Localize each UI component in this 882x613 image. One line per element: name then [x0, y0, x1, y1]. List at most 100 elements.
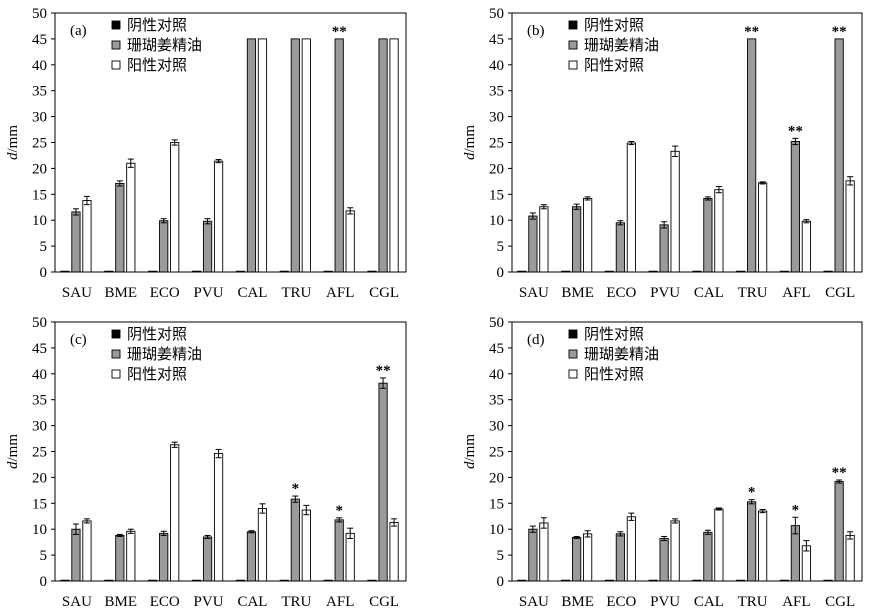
- x-tick-label: TRU: [281, 285, 311, 301]
- bar-essential-oil: [615, 222, 625, 273]
- y-tick-label: 45: [489, 32, 504, 48]
- bar-positive-control: [257, 508, 268, 582]
- x-tick-label: SAU: [519, 594, 549, 610]
- bar-positive-control: [126, 162, 136, 273]
- bar-essential-oil: [246, 531, 257, 582]
- y-tick-label: 5: [40, 548, 48, 564]
- legend-label: 阳性对照: [584, 57, 644, 74]
- y-axis-variable: d: [462, 461, 478, 469]
- bar-positive-control: [82, 200, 92, 273]
- chart-panel: 0 5 10 15 20 25 30 35 40 45 50 d/mm SAU BME ECO PVU CAL T…: [5, 6, 407, 301]
- plot-frame: [511, 321, 863, 582]
- legend-label: 珊瑚姜精油: [127, 346, 202, 363]
- bar-positive-control: [389, 38, 399, 273]
- y-tick-label: 40: [489, 58, 504, 74]
- significance-marker: **: [788, 123, 803, 139]
- bar-positive-control: [845, 180, 855, 273]
- legend-label: 珊瑚姜精油: [584, 346, 659, 363]
- x-tick-label: AFL: [782, 594, 810, 610]
- panel-label: (d): [527, 332, 545, 348]
- bar-essential-oil: [115, 182, 125, 273]
- legend-label: 阴性对照: [127, 17, 187, 34]
- x-tick-label: BME: [105, 594, 138, 610]
- x-tick-label: ECO: [606, 285, 636, 301]
- bar-positive-control: [213, 160, 224, 273]
- legend-swatch-positive-control: [568, 60, 578, 70]
- panel-label: (b): [527, 23, 545, 39]
- y-tick-label: 15: [489, 187, 504, 203]
- chart-panel: 0 5 10 15 20 25 30 35 40 45 50 d/mm SAU BME ECO PVU CAL *…: [462, 6, 863, 301]
- bar-essential-oil: [159, 532, 169, 582]
- bar-positive-control: [758, 510, 768, 582]
- legend-swatch-negative-control: [568, 329, 578, 339]
- bar-essential-oil: [378, 382, 388, 582]
- y-axis-title: d/mm: [5, 125, 21, 160]
- legend-label: 珊瑚姜精油: [127, 37, 202, 54]
- significance-marker: **: [832, 24, 847, 40]
- legend-label: 阴性对照: [127, 326, 187, 343]
- bar-essential-oil: [747, 501, 757, 582]
- y-tick-label: 45: [32, 341, 47, 357]
- y-axis-variable: d: [5, 461, 21, 469]
- chart-panel: 0 5 10 15 20 25 30 35 40 45 50 d/mm SAU BME ECO PVU CAL *…: [462, 315, 863, 610]
- y-tick-label: 15: [489, 496, 504, 512]
- y-tick-label: 30: [489, 110, 504, 126]
- bar-essential-oil: [71, 528, 81, 582]
- significance-marker: **: [376, 363, 391, 379]
- y-tick-label: 15: [32, 187, 47, 203]
- x-tick-label: PVU: [650, 594, 680, 610]
- plot-frame: [511, 12, 863, 273]
- bar-positive-control: [626, 516, 636, 582]
- y-tick-label: 45: [32, 32, 47, 48]
- x-tick-label: AFL: [326, 594, 354, 610]
- bar-positive-control: [389, 522, 399, 582]
- y-tick-label: 35: [32, 84, 47, 100]
- legend-label: 阴性对照: [584, 17, 644, 34]
- legend-swatch-essential-oil: [568, 40, 578, 50]
- bar-positive-control: [801, 220, 811, 273]
- y-tick-label: 5: [497, 548, 505, 564]
- legend-swatch-positive-control: [568, 369, 578, 379]
- legend-swatch-negative-control: [111, 329, 121, 339]
- x-tick-label: ECO: [150, 594, 180, 610]
- significance-marker: *: [292, 481, 300, 497]
- x-tick-label: CAL: [694, 285, 724, 301]
- y-tick-label: 20: [32, 161, 47, 177]
- legend-label: 阳性对照: [127, 57, 187, 74]
- bar-positive-control: [126, 530, 136, 582]
- chart-panel: 0 5 10 15 20 25 30 35 40 45 50 d/mm SAU BME ECO PVU CAL *…: [5, 315, 407, 610]
- y-tick-label: 45: [489, 341, 504, 357]
- bar-essential-oil: [572, 537, 582, 582]
- bar-positive-control: [257, 38, 268, 273]
- x-tick-label: CAL: [237, 594, 267, 610]
- x-tick-label: PVU: [194, 594, 224, 610]
- legend-label: 珊瑚姜精油: [584, 37, 659, 54]
- x-tick-label: ECO: [150, 285, 180, 301]
- bar-essential-oil: [334, 38, 344, 273]
- y-tick-label: 20: [489, 470, 504, 486]
- y-axis-unit: /mm: [5, 125, 21, 153]
- legend-swatch-essential-oil: [568, 349, 578, 359]
- bar-essential-oil: [703, 197, 713, 273]
- legend-swatch-essential-oil: [111, 40, 121, 50]
- y-axis-unit: /mm: [5, 434, 21, 462]
- x-tick-label: PVU: [650, 285, 680, 301]
- bar-essential-oil: [246, 38, 257, 273]
- bar-essential-oil: [659, 224, 669, 273]
- y-tick-label: 5: [497, 239, 505, 255]
- y-tick-label: 20: [32, 470, 47, 486]
- bar-essential-oil: [159, 220, 169, 273]
- bar-positive-control: [714, 508, 724, 582]
- y-tick-label: 35: [32, 393, 47, 409]
- bar-positive-control: [82, 520, 92, 582]
- x-tick-label: SAU: [519, 285, 549, 301]
- significance-marker: **: [744, 24, 759, 40]
- y-axis-title: d/mm: [5, 434, 21, 469]
- y-axis-variable: d: [462, 152, 478, 160]
- y-tick-label: 10: [489, 522, 504, 538]
- bar-positive-control: [345, 532, 355, 582]
- x-tick-label: BME: [561, 594, 594, 610]
- y-tick-label: 50: [489, 315, 504, 331]
- bar-essential-oil: [202, 220, 213, 273]
